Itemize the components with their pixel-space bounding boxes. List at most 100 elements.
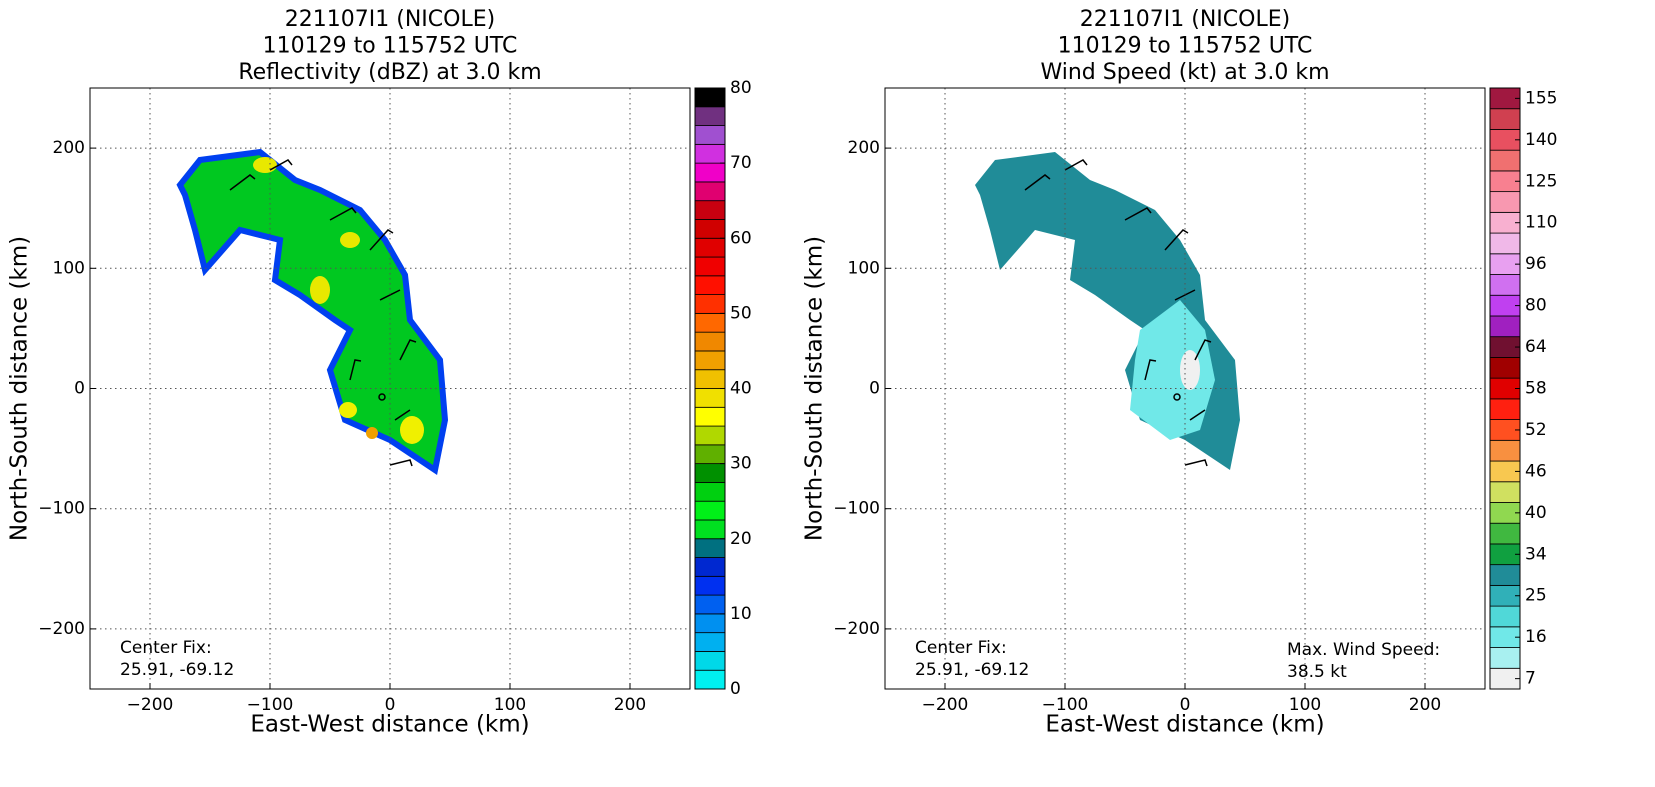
- wind-barbs: [229, 159, 1212, 467]
- wind-region-weak: [1130, 300, 1215, 440]
- colorbar-segment: [694, 538, 726, 558]
- plot-frame: [89, 87, 691, 690]
- chart-title: 110129 to 115752 UTC: [1058, 34, 1313, 59]
- x-axis-label: East-West distance (km): [250, 712, 529, 738]
- colorbar-segment: [694, 275, 726, 295]
- echo-core: [339, 402, 357, 418]
- colorbar-segment: [694, 125, 726, 145]
- echo-region: [176, 148, 449, 475]
- colorbar-segment: [1489, 522, 1521, 545]
- chart-title: Wind Speed (kt) at 3.0 km: [1040, 60, 1329, 85]
- colorbar-segment: [694, 219, 726, 239]
- colorbar-segment: [1489, 439, 1521, 462]
- colorbar-segment: [694, 350, 726, 371]
- colorbar-tick-label: 20: [730, 529, 752, 549]
- colorbar-tick-label: 58: [1525, 379, 1547, 399]
- colorbar-tick-label: 46: [1525, 461, 1547, 481]
- wind-field: [975, 152, 1240, 470]
- plot-frame: [884, 87, 1486, 690]
- colorbar-segment: [694, 406, 726, 427]
- colorbar-tick-label: 7: [1525, 669, 1536, 689]
- colorbar-segment: [694, 500, 726, 521]
- colorbar-tick-label: 25: [1525, 586, 1547, 606]
- x-tick-label: 0: [385, 695, 396, 715]
- colorbar-tick-label: 140: [1525, 130, 1557, 150]
- annotation: Center Fix:: [915, 638, 1007, 658]
- colorbar-segment: [1489, 149, 1521, 172]
- colorbar-segment: [1489, 191, 1521, 213]
- colorbar-tick-label: 60: [730, 228, 752, 248]
- echo-core: [400, 416, 424, 444]
- chart-title: 221107I1 (NICOLE): [1080, 7, 1290, 32]
- colorbar-segment: [694, 181, 726, 202]
- y-tick-label: −200: [38, 619, 85, 639]
- x-tick-label: −100: [247, 695, 294, 715]
- x-tick-label: −200: [922, 695, 969, 715]
- colorbar-segment: [694, 331, 726, 352]
- y-tick-label: −100: [833, 499, 880, 519]
- x-tick-label: 200: [1409, 695, 1441, 715]
- colorbar-segment: [1489, 605, 1521, 628]
- colorbar-tick-label: 70: [730, 153, 752, 173]
- reflectivity-field: [176, 148, 449, 475]
- colorbar-segment: [694, 162, 726, 183]
- colorbar-segment: [1489, 232, 1521, 255]
- y-axis-label: North-South distance (km): [802, 236, 828, 541]
- y-axis-label: North-South distance (km): [7, 236, 33, 541]
- x-tick-label: −100: [1042, 695, 1089, 715]
- colorbar-segment: [694, 143, 726, 164]
- colorbar-segment: [694, 575, 726, 596]
- colorbar-segment: [694, 613, 726, 634]
- colorbar-segment: [694, 200, 726, 220]
- colorbar-tick-label: 40: [1525, 503, 1547, 523]
- x-tick-label: 200: [614, 695, 646, 715]
- colorbar-segment: [694, 519, 726, 540]
- colorbar-segment: [694, 425, 726, 446]
- x-axis-label: East-West distance (km): [1045, 712, 1324, 738]
- colorbar-segment: [694, 632, 726, 652]
- y-tick-label: −100: [38, 499, 85, 519]
- annotation: Max. Wind Speed:: [1287, 640, 1440, 660]
- colorbar-segment: [694, 482, 726, 502]
- x-tick-label: 0: [1180, 695, 1191, 715]
- chart-title: 110129 to 115752 UTC: [263, 34, 518, 59]
- annotation: Center Fix:: [120, 638, 212, 658]
- chart-title: 221107I1 (NICOLE): [285, 7, 495, 32]
- colorbar-tick-label: 30: [730, 454, 752, 474]
- colorbar-segment: [1489, 481, 1521, 503]
- echo-core: [310, 276, 330, 304]
- colorbar-segment: [694, 669, 726, 690]
- y-tick-label: 100: [848, 258, 880, 278]
- colorbar-segment: [694, 369, 726, 389]
- colorbar-tick-label: 40: [730, 379, 752, 399]
- colorbar-segment: [694, 557, 726, 577]
- y-tick-label: 0: [74, 379, 85, 399]
- colorbar-segment: [694, 463, 726, 483]
- colorbar-segment: [1489, 315, 1521, 338]
- annotation: 25.91, -69.12: [915, 660, 1029, 680]
- colorbar-segment: [694, 294, 726, 314]
- x-tick-label: 100: [494, 695, 526, 715]
- colorbar-tick-label: 64: [1525, 337, 1547, 357]
- echo-core: [253, 157, 277, 173]
- colorbar-segment: [694, 256, 726, 277]
- colorbar-tick-label: 96: [1525, 254, 1547, 274]
- colorbar-segment: [694, 444, 726, 465]
- y-tick-label: −200: [833, 619, 880, 639]
- colorbar-tick-label: 34: [1525, 544, 1547, 564]
- y-tick-label: 200: [53, 138, 85, 158]
- x-tick-label: −200: [127, 695, 174, 715]
- colorbar-tick-label: 50: [730, 303, 752, 323]
- colorbar-tick-label: 80: [730, 78, 752, 98]
- colorbar-segment: [1489, 398, 1521, 420]
- echo-core: [366, 427, 378, 439]
- colorbar-segment: [1489, 357, 1521, 379]
- colorbar-tick-label: 155: [1525, 88, 1557, 108]
- colorbar-segment: [694, 312, 726, 333]
- echo-core: [340, 232, 360, 248]
- colorbar-tick-label: 16: [1525, 627, 1547, 647]
- colorbar-tick-label: 52: [1525, 420, 1547, 440]
- colorbar-tick-label: 80: [1525, 296, 1547, 316]
- chart-title: Reflectivity (dBZ) at 3.0 km: [238, 60, 541, 85]
